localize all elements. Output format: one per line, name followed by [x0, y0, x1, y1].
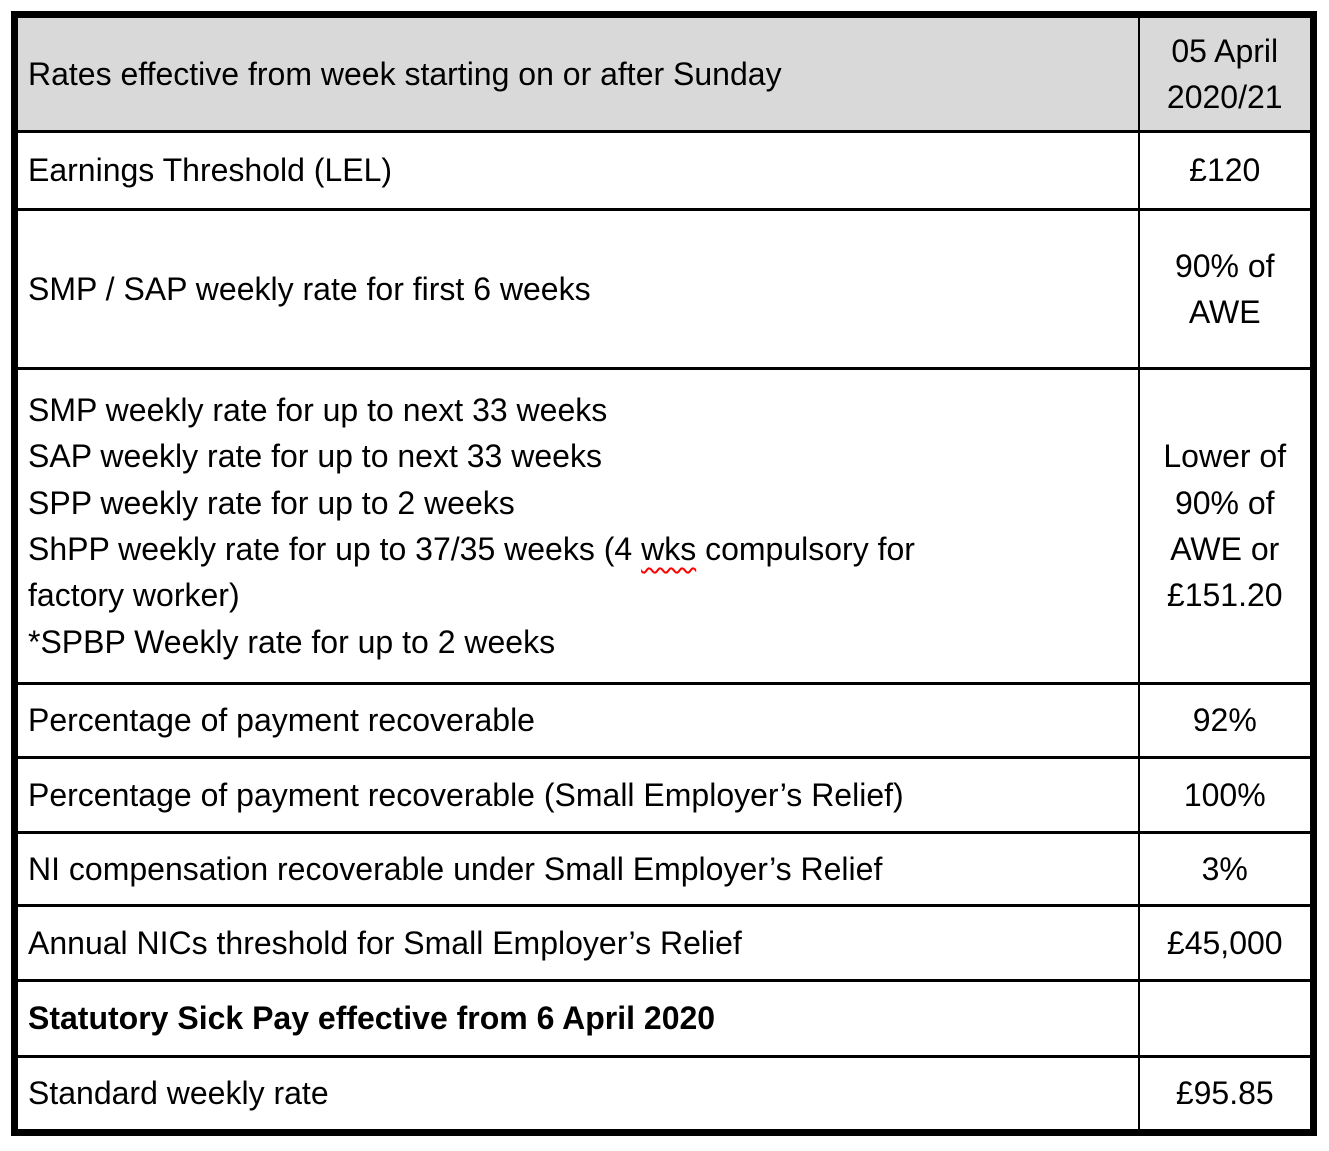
- table-row-weekly-rates-group: SMP weekly rate for up to next 33 weeks …: [13, 367, 1315, 685]
- rate-line: SPP weekly rate for up to 2 weeks: [28, 484, 515, 521]
- row-value: £120: [1137, 130, 1315, 211]
- table-row-percentage-recoverable: Percentage of payment recoverable 92%: [13, 682, 1315, 759]
- section-heading: Statutory Sick Pay effective from 6 Apri…: [13, 979, 1140, 1058]
- table-row-annual-nics-threshold: Annual NICs threshold for Small Employer…: [13, 904, 1315, 982]
- table-header-row: Rates effective from week starting on or…: [13, 13, 1315, 133]
- row-value: [1137, 979, 1315, 1058]
- row-label: Percentage of payment recoverable: [13, 682, 1140, 759]
- table-row-percentage-recoverable-ser: Percentage of payment recoverable (Small…: [13, 756, 1315, 834]
- shpp-text-pre: ShPP weekly rate for up to 37/35 weeks (…: [28, 531, 642, 567]
- row-value: 90% of AWE: [1137, 208, 1315, 370]
- row-label: NI compensation recoverable under Small …: [13, 831, 1140, 907]
- row-label: Annual NICs threshold for Small Employer…: [13, 904, 1140, 982]
- header-period-cell: 05 April 2020/21: [1137, 13, 1315, 133]
- row-label: Earnings Threshold (LEL): [13, 130, 1140, 211]
- row-label: Percentage of payment recoverable (Small…: [13, 756, 1140, 834]
- header-label-cell: Rates effective from week starting on or…: [13, 13, 1140, 133]
- table-row-standard-weekly-rate: Standard weekly rate £95.85: [13, 1055, 1315, 1134]
- row-value: 92%: [1137, 682, 1315, 759]
- shpp-text-post: compulsory for: [696, 531, 915, 567]
- row-value: £95.85: [1137, 1055, 1315, 1134]
- rates-table: Rates effective from week starting on or…: [11, 11, 1317, 1136]
- row-value: 100%: [1137, 756, 1315, 834]
- row-value: £45,000: [1137, 904, 1315, 982]
- rate-line-shpp-wrap: factory worker): [28, 577, 240, 614]
- rate-line-spbp: *SPBP Weekly rate for up to 2 weeks: [28, 623, 556, 660]
- row-label: SMP weekly rate for up to next 33 weeks …: [13, 367, 1140, 685]
- rate-line: SMP weekly rate for up to next 33 weeks: [28, 391, 608, 428]
- row-value: 3%: [1137, 831, 1315, 907]
- row-value: Lower of 90% of AWE or £151.20: [1137, 367, 1315, 685]
- row-label: Standard weekly rate: [13, 1055, 1140, 1134]
- table-row-ssp-section: Statutory Sick Pay effective from 6 Apri…: [13, 979, 1315, 1058]
- spellcheck-misspelled-word: wks: [641, 531, 697, 567]
- row-label: SMP / SAP weekly rate for first 6 weeks: [13, 208, 1140, 370]
- rate-line: SAP weekly rate for up to next 33 weeks: [28, 438, 602, 475]
- rate-line-shpp: ShPP weekly rate for up to 37/35 weeks (…: [28, 526, 1122, 572]
- table-row-earnings-threshold: Earnings Threshold (LEL) £120: [13, 130, 1315, 211]
- table-row-ni-compensation: NI compensation recoverable under Small …: [13, 831, 1315, 907]
- table-row-smp-sap-first-6-weeks: SMP / SAP weekly rate for first 6 weeks …: [13, 208, 1315, 370]
